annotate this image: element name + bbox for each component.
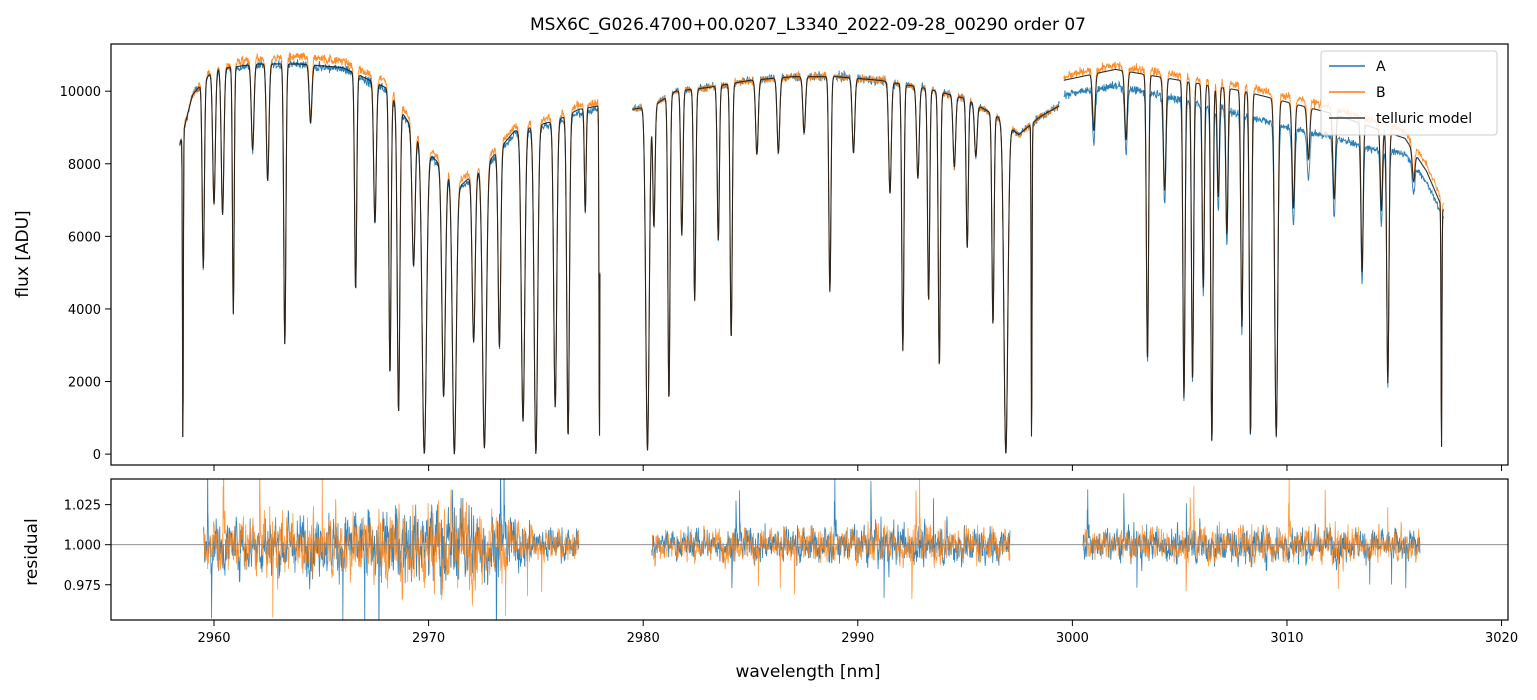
residual-x-ticks: 2960 2970 2980 2990 3000 3010 3020 [197,620,1518,646]
legend-label-telluric-model: telluric model [1376,111,1472,127]
flux-y-tick-label-6000: 6000 [68,230,101,245]
flux-y-tick-label-4000: 4000 [68,303,101,318]
x-tick-label-2980: 2980 [627,631,660,646]
series-telluric-model-segment-2 [632,76,1060,454]
flux-plot-area [179,52,1444,455]
residual-y-tick-label-1.025: 1.025 [64,499,101,514]
x-tick-label-3020: 3020 [1485,631,1518,646]
residual-y-tick-label-1.000: 1.000 [64,539,101,554]
flux-x-ticks [213,465,1503,471]
legend-label-A: A [1376,59,1386,75]
x-tick-label-2960: 2960 [197,631,230,646]
legend-box [1320,50,1498,136]
flux-axes-frame [110,43,1509,466]
flux-y-tick-label-10000: 10000 [60,85,101,100]
series-telluric-model-segment-1 [179,63,601,455]
residual-B-segment-1 [202,479,580,618]
legend-label-B: B [1376,85,1386,101]
chart-title: MSX6C_G026.4700+00.0207_L3340_2022-09-28… [530,15,1086,35]
flux-panel: 0 2000 4000 6000 8000 10000 flux [ADU] A B te… [13,43,1509,471]
residual-panel: 0.975 1.000 1.025 2960 2970 2980 2990 3000 3010… [22,478,1518,682]
flux-y-tick-label-2000: 2000 [68,376,101,391]
residual-y-tick-label-0.975: 0.975 [64,579,101,594]
legend: A B telluric model [1320,50,1498,136]
series-telluric-model-segment-3 [1063,68,1444,447]
x-tick-label-2990: 2990 [841,631,874,646]
residual-y-axis-label: residual [22,518,42,585]
residual-plot-area [111,479,1508,620]
x-tick-label-3010: 3010 [1270,631,1303,646]
flux-y-axis-label: flux [ADU] [13,210,33,297]
residual-axes-frame [110,478,1509,621]
residual-B-segment-3 [1082,479,1421,592]
residual-B-segment-2 [651,479,1011,599]
flux-y-ticks: 0 2000 4000 6000 8000 10000 [60,85,111,463]
residual-y-ticks: 0.975 1.000 1.025 [64,499,111,594]
flux-y-tick-label-0: 0 [93,448,101,463]
x-axis-label: wavelength [nm] [735,662,880,682]
x-tick-label-2970: 2970 [412,631,445,646]
x-tick-label-3000: 3000 [1056,631,1089,646]
flux-y-tick-label-8000: 8000 [68,158,101,173]
